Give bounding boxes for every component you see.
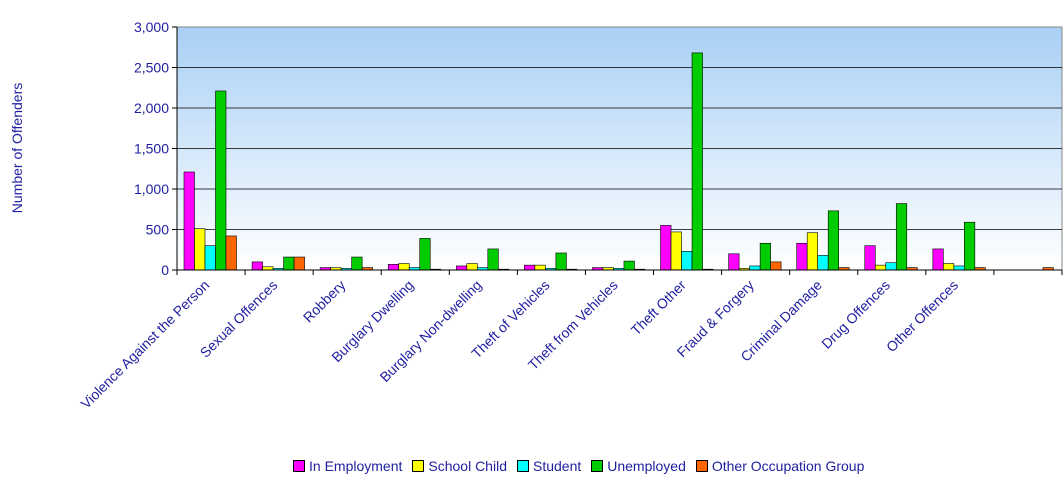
x-tick-label: Theft Other — [628, 277, 690, 339]
legend-swatch — [591, 460, 604, 472]
bar — [215, 90, 227, 271]
bar — [623, 260, 635, 271]
legend-label: School Child — [428, 458, 507, 474]
bar — [728, 253, 740, 271]
y-tick-label: 0 — [161, 262, 169, 278]
bar — [419, 238, 431, 271]
bar — [895, 203, 908, 271]
bar — [293, 256, 305, 271]
legend-swatch — [412, 460, 425, 472]
y-axis-label: Number of Offenders — [9, 83, 25, 213]
bar — [534, 264, 546, 271]
bars — [183, 52, 1054, 271]
bar — [555, 252, 567, 271]
x-tick-label: Violence Against the Person — [77, 277, 212, 412]
bar — [660, 225, 672, 271]
bar — [351, 256, 363, 271]
y-tick-label: 2,000 — [134, 100, 169, 116]
bar — [943, 263, 955, 271]
bar — [194, 228, 206, 271]
bar — [681, 251, 693, 271]
bar — [691, 52, 703, 271]
gridlines — [177, 67, 1062, 230]
bar — [251, 261, 263, 271]
legend-item: In Employment — [293, 458, 402, 474]
bar — [524, 264, 536, 271]
bar — [670, 231, 682, 271]
bar — [806, 232, 818, 271]
bar — [466, 263, 478, 271]
legend-item: Unemployed — [591, 458, 686, 474]
bar — [749, 265, 761, 271]
legend-label: Unemployed — [607, 458, 686, 474]
bar — [387, 264, 400, 271]
legend-swatch — [516, 460, 529, 472]
y-tick-label: 2,500 — [134, 60, 169, 76]
x-tick-label: Robbery — [300, 277, 349, 326]
legend-label: Student — [532, 458, 582, 474]
legend-swatch — [293, 460, 305, 472]
bar — [817, 255, 829, 271]
bar — [456, 265, 468, 271]
bar — [953, 265, 965, 271]
bar — [487, 248, 499, 271]
legend: In Employment School Child Student Unemploy… — [293, 458, 864, 474]
bar — [759, 242, 771, 271]
legend-item: School Child — [412, 458, 507, 474]
legend-label: In Employment — [309, 458, 403, 474]
bar — [827, 210, 839, 271]
bar — [225, 235, 237, 271]
legend-label: Other Occupation Group — [711, 458, 865, 474]
legend-swatch — [695, 460, 708, 472]
y-tick-label: 1,000 — [134, 181, 169, 197]
bar — [932, 248, 944, 271]
y-tick-label: 500 — [146, 222, 170, 238]
bar — [398, 263, 410, 271]
bar — [796, 242, 808, 271]
x-tick-label: Drug Offences — [818, 277, 893, 352]
y-tick-label: 3,000 — [134, 19, 169, 35]
legend-item: Other Occupation Group — [695, 458, 865, 474]
bar — [964, 221, 976, 271]
x-tick-label: Other Offences — [883, 277, 961, 355]
bar — [874, 264, 887, 271]
bar — [204, 245, 216, 271]
y-tick-label: 1,500 — [134, 141, 169, 157]
legend-item: Student — [516, 458, 582, 474]
bar — [283, 256, 295, 271]
bar — [770, 261, 782, 271]
bar — [885, 262, 897, 271]
bar — [864, 245, 876, 271]
bar — [183, 171, 195, 271]
